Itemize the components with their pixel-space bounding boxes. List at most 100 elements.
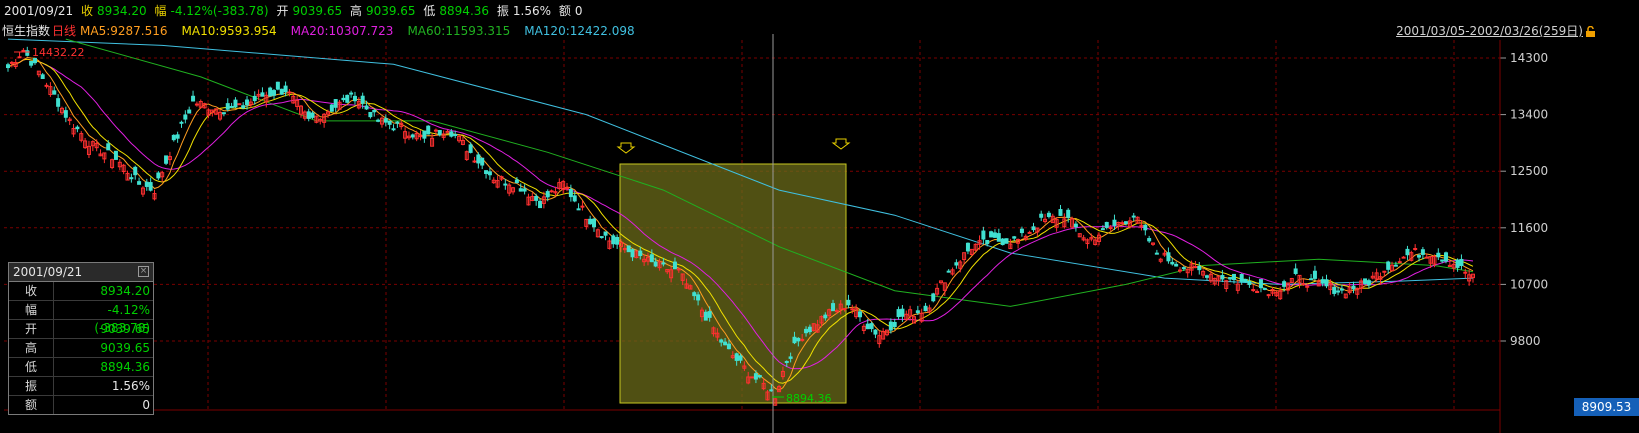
candle-body: [1370, 275, 1375, 279]
candle-body: [1440, 259, 1445, 262]
candle-body: [1444, 252, 1449, 262]
candle-body: [1224, 280, 1229, 289]
change-value: -4.12%(-383.78): [170, 4, 269, 18]
candle-body: [140, 187, 145, 195]
candle-body: [630, 249, 635, 258]
candle-body: [923, 305, 928, 312]
close-icon[interactable]: ×: [138, 266, 149, 277]
candle-body: [1116, 221, 1121, 226]
candle-body: [248, 101, 253, 105]
candle-body: [1228, 277, 1233, 280]
period-label: 日线: [52, 24, 77, 38]
candle-body: [1432, 256, 1437, 265]
candle-body: [36, 70, 41, 76]
candle-body: [194, 103, 199, 106]
candle-body: [464, 151, 469, 160]
candle-body: [86, 145, 91, 155]
candle-body: [599, 236, 604, 239]
candle-body: [283, 85, 288, 93]
candle-body: [1204, 275, 1209, 278]
candle-body: [1251, 289, 1256, 292]
candle-body: [881, 330, 886, 340]
candle-body: [472, 160, 477, 163]
data-window-panel[interactable]: 2001/09/21 × 收 8934.20 幅 -4.12%(-383.78) 开 90…: [8, 262, 154, 415]
open-label: 开: [276, 4, 289, 18]
candle-body: [1397, 261, 1402, 264]
candle-body: [742, 365, 747, 369]
candle-body: [1019, 228, 1024, 234]
candle-body: [580, 205, 585, 208]
candle-body: [202, 103, 207, 109]
candle-body: [379, 117, 384, 125]
candle-body: [992, 232, 997, 238]
candle-body: [834, 310, 839, 313]
candle-body: [6, 64, 10, 69]
volume-value: 0: [574, 4, 583, 18]
candle-body: [618, 242, 623, 248]
candle-body: [989, 231, 994, 238]
candle-body: [1467, 274, 1472, 282]
candle-body: [275, 81, 280, 90]
candle-body: [649, 254, 654, 263]
candle-body: [719, 339, 724, 343]
candle-body: [792, 336, 797, 344]
ma60-legend: MA60:11593.315: [407, 24, 511, 38]
candle-body: [437, 130, 442, 136]
candle-body: [1255, 291, 1260, 294]
lock-icon[interactable]: [1585, 26, 1596, 37]
amplitude-value: 1.56%: [512, 4, 551, 18]
candle-body: [1147, 238, 1152, 242]
candle-body: [572, 195, 577, 202]
candle-body: [241, 105, 246, 109]
candle-body: [807, 326, 812, 333]
candle-body: [530, 196, 535, 202]
candle-body: [850, 308, 855, 311]
candle-body: [414, 132, 419, 140]
candle-body: [1012, 236, 1017, 239]
y-tick-label: 12500: [1510, 164, 1548, 178]
candle-body: [245, 99, 250, 106]
candle-body: [858, 311, 863, 318]
candle-body: [553, 191, 558, 194]
candle-body: [237, 103, 242, 106]
candle-body: [1390, 264, 1395, 272]
candle-body: [430, 137, 435, 147]
candle-body: [1162, 252, 1167, 256]
candle-body: [688, 285, 693, 290]
candle-body: [468, 144, 473, 153]
close-label: 收: [81, 4, 94, 18]
candle-body: [661, 262, 666, 265]
candle-body: [977, 240, 982, 245]
candle-body: [672, 261, 677, 270]
candle-body: [908, 309, 913, 317]
candle-body: [703, 311, 708, 321]
candle-body: [1008, 243, 1013, 250]
current-price-label: 8909.53: [1574, 398, 1639, 416]
candle-body: [1166, 252, 1171, 262]
candle-body: [302, 111, 307, 119]
candle-body: [252, 95, 257, 102]
candle-body: [1413, 247, 1418, 250]
candle-body: [1285, 282, 1290, 291]
candle-body: [1070, 218, 1075, 228]
candle-body: [715, 332, 720, 338]
candle-body: [931, 293, 936, 302]
y-tick-label: 11600: [1510, 221, 1548, 235]
candle-body: [1382, 270, 1387, 273]
candle-body: [1289, 277, 1294, 284]
amplitude-label: 振: [496, 4, 509, 18]
date-range-link[interactable]: 2001/03/05-2002/03/26(259日): [1396, 24, 1583, 38]
candle-body: [549, 190, 554, 193]
max-price-label: 14432.22: [32, 46, 85, 59]
data-window-value: 0: [142, 398, 150, 412]
candle-body: [873, 329, 878, 335]
ma120-legend: MA120:12422.098: [524, 24, 635, 38]
candle-body: [1093, 239, 1098, 245]
candle-body: [804, 328, 809, 334]
candle-body: [1293, 268, 1298, 274]
moving-average-legend: 恒生指数 日线 MA5:9287.516 MA10:9593.954 MA20:1030…: [0, 22, 649, 40]
candle-body: [40, 74, 45, 79]
candle-body: [1185, 268, 1190, 274]
candle-body: [746, 376, 751, 384]
